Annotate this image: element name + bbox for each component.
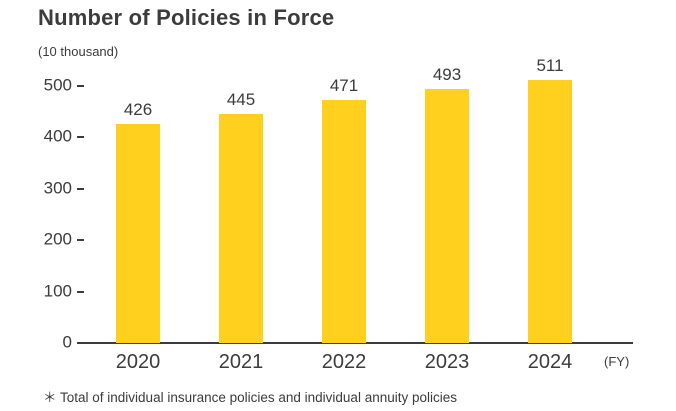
bar-2023 [425,89,469,343]
x-tick-label: 2020 [115,351,161,373]
bar-value-label: 493 [432,65,462,84]
y-tick-mark [77,187,84,190]
bar-2021 [219,114,263,343]
y-axis-unit-label: (10 thousand) [38,44,119,59]
bar-value-label: 426 [123,100,153,119]
x-tick-label: 2024 [527,351,573,373]
bar-value-label: 445 [226,90,256,109]
y-tick-label: 0 [62,332,72,352]
y-tick-mark [77,290,84,293]
y-tick-label: 500 [43,75,72,95]
bar-2022 [322,100,366,343]
bar-value-label: 471 [329,76,359,95]
x-axis-unit-label: (FY) [604,354,630,369]
bar-value-label: 511 [536,56,564,75]
x-tick-label: 2023 [424,351,470,373]
x-tick-label: 2021 [218,351,264,373]
y-tick-label: 200 [43,229,72,249]
y-tick-label: 400 [43,126,72,146]
chart-footnote: ＊ Total of individual insurance policies… [43,390,457,405]
x-tick-label: 2022 [321,351,367,373]
bar-2024 [528,80,572,343]
y-tick-mark [77,136,84,138]
chart-title: Number of Policies in Force [38,5,335,30]
x-axis-line [77,342,633,344]
y-tick-mark [77,84,84,87]
y-tick-mark [77,239,84,241]
bar-2020 [116,124,160,343]
y-tick-label: 100 [43,281,72,301]
y-tick-label: 300 [43,178,72,198]
